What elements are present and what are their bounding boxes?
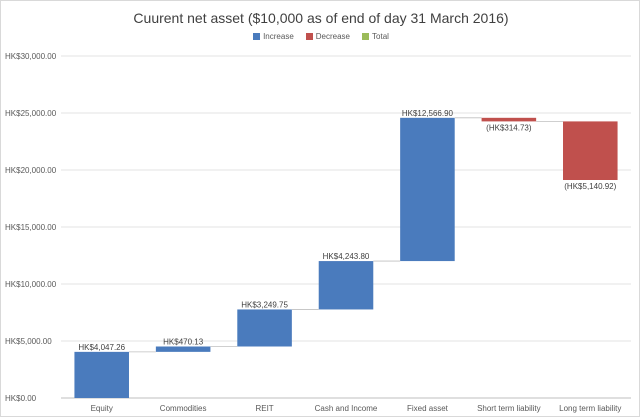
waterfall-bar: [155, 346, 211, 352]
legend-label: Total: [372, 32, 389, 41]
legend-swatch-total: [362, 33, 370, 40]
x-category-label: Long term liability: [559, 404, 621, 413]
waterfall-bar: [318, 261, 374, 310]
x-category-label: Cash and Income: [315, 404, 378, 413]
data-label: HK$4,243.80: [323, 252, 370, 261]
legend-item-increase: Increase: [253, 32, 294, 41]
y-tick-label: HK$25,000.00: [5, 109, 57, 118]
legend-label: Decrease: [315, 32, 351, 41]
data-label: HK$470.13: [163, 338, 204, 347]
legend-label: Increase: [263, 32, 294, 41]
legend: Increase Decrease Total: [1, 32, 640, 41]
y-tick-label: HK$0.00: [5, 394, 37, 403]
data-label: HK$3,249.75: [241, 300, 288, 309]
waterfall-bar: [563, 121, 618, 181]
data-label: (HK$314.73): [486, 123, 532, 132]
waterfall-bar: [237, 309, 292, 347]
data-label: HK$12,566.90: [402, 109, 454, 118]
data-label: HK$4,047.26: [78, 343, 125, 352]
y-tick-label: HK$20,000.00: [5, 166, 57, 175]
waterfall-bar: [400, 117, 455, 262]
waterfall-bar: [74, 351, 129, 398]
x-category-label: REIT: [255, 404, 273, 413]
x-category-label: Short term liability: [477, 404, 541, 413]
y-tick-label: HK$5,000.00: [5, 337, 52, 346]
legend-item-total: Total: [362, 32, 389, 41]
y-tick-label: HK$10,000.00: [5, 280, 57, 289]
y-tick-label: HK$15,000.00: [5, 223, 57, 232]
x-category-label: Commodities: [160, 404, 207, 413]
x-category-label: Fixed asset: [407, 404, 449, 413]
legend-swatch-decrease: [305, 33, 313, 40]
legend-swatch-increase: [253, 33, 261, 40]
legend-item-decrease: Decrease: [305, 32, 351, 41]
chart-title: Cuurent net asset ($10,000 as of end of …: [133, 10, 509, 26]
data-label: (HK$5,140.92): [564, 182, 616, 191]
x-category-label: Equity: [91, 404, 113, 413]
y-tick-label: HK$30,000.00: [5, 52, 57, 61]
waterfall-bar: [481, 117, 537, 122]
